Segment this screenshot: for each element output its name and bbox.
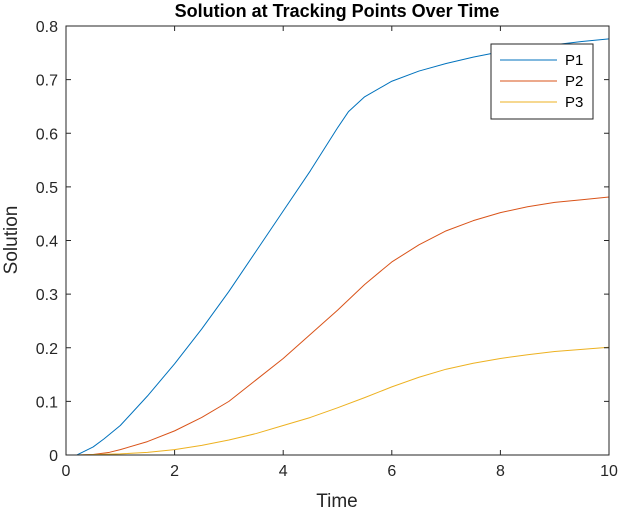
y-tick-label: 0.3 <box>36 287 58 304</box>
series-line-p3 <box>76 346 610 456</box>
y-tick-label: 0.2 <box>36 341 58 358</box>
y-axis-label: Solution <box>1 206 22 275</box>
ticks-layer: 0 2 4 6 8 10 0 0.1 0.2 0.3 0.4 0.5 0.6 0.7 0.8 <box>36 19 618 480</box>
x-tick-label: 0 <box>62 463 71 480</box>
y-tick-label: 0.1 <box>36 394 58 411</box>
x-tick-label: 2 <box>170 463 179 480</box>
y-tick-label: 0.5 <box>36 180 58 197</box>
x-tick-label: 8 <box>496 463 505 480</box>
legend: P1 P2 P3 <box>490 43 594 120</box>
legend-label-p1: P1 <box>565 52 583 69</box>
y-tick-label: 0 <box>49 448 58 465</box>
series-line-p2 <box>76 196 610 456</box>
y-tick-label: 0.6 <box>36 126 58 143</box>
x-axis-label: Time <box>316 491 358 511</box>
y-tick-label: 0.4 <box>36 234 58 251</box>
x-tick-label: 10 <box>600 463 618 480</box>
chart-title: Solution at Tracking Points Over Time <box>175 1 500 21</box>
legend-label-p2: P2 <box>565 73 583 90</box>
x-tick-label: 4 <box>279 463 288 480</box>
y-tick-label: 0.8 <box>36 19 58 36</box>
x-tick-label: 6 <box>387 463 396 480</box>
y-tick-label: 0.7 <box>36 73 58 90</box>
legend-label-p3: P3 <box>565 94 583 111</box>
